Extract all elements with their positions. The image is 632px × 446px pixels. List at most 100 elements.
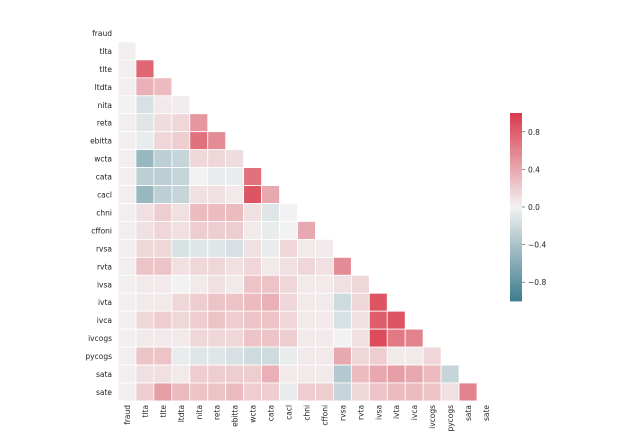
heatmap-cell [135,364,155,384]
heatmap-cell [189,113,209,133]
colorbar-segment [510,249,522,252]
colorbar-segment [510,113,522,116]
colorbar-segment [510,225,522,228]
colorbar-segment [510,161,522,164]
heatmap-cell [243,310,262,330]
colorbar-segment [510,263,522,266]
heatmap-cell [207,203,227,222]
heatmap-cell [117,77,137,97]
heatmap-cell [225,274,245,294]
heatmap-cell [171,364,191,384]
y-tick-label: nita [98,101,112,110]
heatmap-cell [189,310,209,330]
heatmap-cell [332,382,352,402]
heatmap-cell [189,238,209,258]
heatmap-cell [135,131,155,151]
heatmap-cell [261,203,280,222]
colorbar-segment [510,183,522,186]
heatmap-cell [261,221,280,240]
heatmap-cell [386,328,406,348]
heatmap-cell [153,113,173,133]
colorbar-tick-label: 0.0 [528,203,540,212]
colorbar-segment [510,247,522,250]
heatmap-cell [207,238,227,258]
colorbar-segment [510,165,522,168]
heatmap-cell [386,310,406,330]
heatmap-cell [171,149,191,168]
colorbar-segment [510,281,522,284]
heatmap-cell [297,346,316,366]
heatmap-cell [368,292,388,312]
heatmap-cell [243,364,262,384]
colorbar-segment [510,213,522,216]
colorbar-segment [510,199,522,202]
colorbar-segment [510,145,522,148]
heatmap-cell [243,328,262,348]
heatmap-cell [171,310,191,330]
colorbar-segment [510,189,522,192]
colorbar-segment [510,297,522,300]
heatmap-cell [350,346,370,366]
heatmap-cell [422,346,442,366]
heatmap-cell [243,274,262,294]
heatmap-cell [207,256,227,276]
heatmap-cell [315,382,334,402]
heatmap-cell [404,346,424,366]
heatmap-cell [189,328,209,348]
colorbar-segment [510,229,522,232]
heatmap-cell [171,346,191,366]
colorbar-segment [510,215,522,218]
heatmap-cell [153,310,173,330]
heatmap-cell [171,274,191,294]
x-tick-label: ivta [392,405,401,419]
heatmap-cell [117,256,137,276]
colorbar-segment [510,293,522,296]
heatmap-cells [117,41,478,402]
colorbar-segment [510,179,522,182]
heatmap-cell [189,167,209,186]
colorbar-segment [510,285,522,288]
heatmap-cell [135,77,155,97]
heatmap-cell [297,382,316,402]
colorbar-segment [510,255,522,258]
x-tick-label: sate [482,405,491,421]
heatmap-cell [261,364,280,384]
colorbar-segment [510,291,522,294]
heatmap-cell [297,364,316,384]
colorbar-segment [510,257,522,260]
colorbar-tick-label: −0.4 [528,241,546,250]
heatmap-cell [332,346,352,366]
colorbar-segment [510,123,522,126]
heatmap-cell [153,149,173,168]
heatmap-cell [422,382,442,402]
heatmap-cell [207,382,227,402]
colorbar-segment [510,171,522,174]
heatmap-cell [279,221,298,240]
heatmap-cell [261,382,280,402]
x-tick-label: tlte [159,405,168,418]
colorbar-segment [510,259,522,262]
colorbar-segment [510,155,522,158]
heatmap-cell [315,238,334,258]
heatmap-cell [117,149,137,168]
heatmap-cell [386,364,406,384]
heatmap-cell [315,328,334,348]
colorbar-segment [510,277,522,280]
heatmap-cell [189,149,209,168]
heatmap-cell [297,221,316,240]
y-tick-label: fraud [92,29,112,38]
heatmap-cell [171,221,191,240]
heatmap-cell [171,167,191,186]
x-tick-label: nita [195,405,204,419]
heatmap-cell [368,346,388,366]
heatmap-cell [458,382,478,402]
heatmap-cell [171,203,191,222]
heatmap-cell [297,238,316,258]
y-tick-label: sata [96,370,112,379]
heatmap-cell [225,310,245,330]
heatmap-cell [279,328,298,348]
heatmap-cell [153,167,173,186]
colorbar-segment [510,197,522,200]
heatmap-cell [243,203,262,222]
colorbar-segment [510,193,522,196]
